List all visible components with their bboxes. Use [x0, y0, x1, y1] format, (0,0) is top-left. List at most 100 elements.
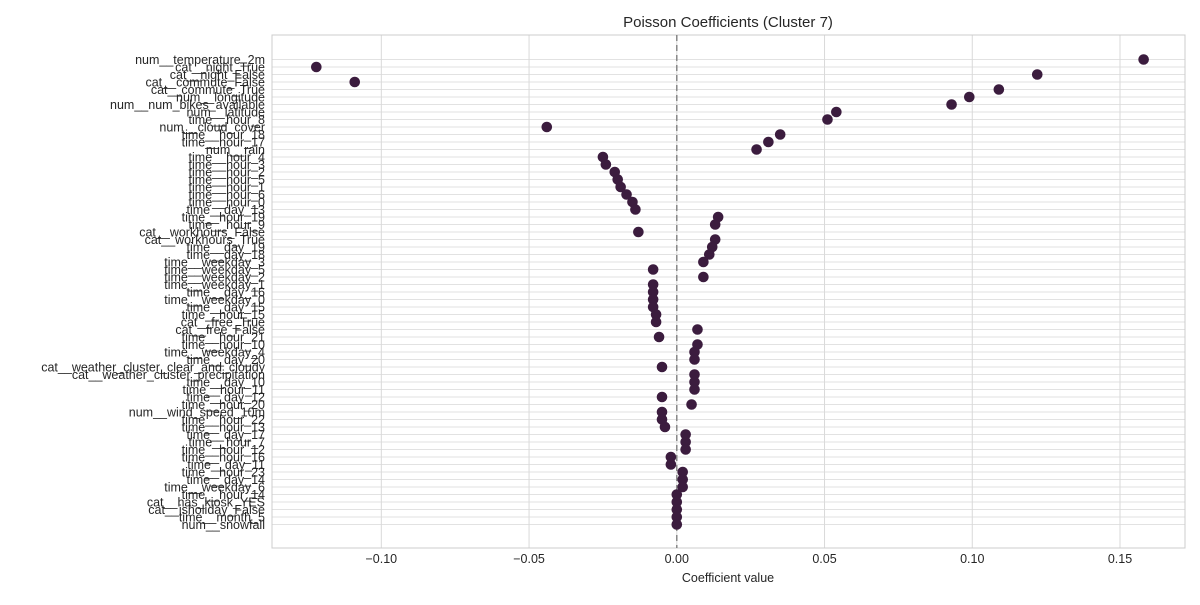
y-tick-label: time__hour_19 — [182, 211, 265, 225]
data-point — [656, 406, 668, 418]
data-point — [686, 399, 697, 410]
x-tick-label: 0.00 — [665, 552, 689, 566]
y-tick-label: time__hour_5 — [189, 173, 265, 187]
data-point — [680, 429, 691, 440]
plot-frame — [271, 34, 1186, 549]
y-tick-label: cat__commute_False — [145, 76, 265, 90]
data-point — [665, 451, 677, 463]
y-tick-label: cat__has_kiosk_YES — [147, 496, 265, 510]
y-tick-label: time__hour_13 — [182, 421, 265, 435]
y-tick-label: time__day_10 — [186, 376, 265, 390]
y-tick-label: time__weekday_1 — [164, 278, 265, 292]
y-tick-label: cat__weather_cluster_clear_and_cloudy — [41, 361, 266, 375]
data-point — [671, 489, 683, 500]
y-tick-label: time__hour_17 — [182, 136, 265, 150]
y-tick-label: time__day_17 — [186, 428, 265, 442]
data-point — [349, 76, 361, 88]
data-point — [1138, 54, 1149, 65]
y-tick-label: time__day_20 — [186, 353, 265, 367]
data-point — [677, 466, 689, 478]
data-point — [633, 226, 644, 238]
data-point — [751, 144, 762, 155]
y-tick-label: num__cloud_cover — [159, 121, 265, 135]
y-tick-label: num__wind_speed_10m — [129, 406, 265, 420]
y-tick-label: time__hour_12 — [182, 443, 265, 457]
y-tick-label: time__weekday_0 — [164, 293, 265, 307]
y-tick-label: time__hour_0 — [189, 196, 265, 210]
y-tick-label: time__weekday_5 — [164, 263, 265, 277]
data-point — [822, 114, 833, 125]
x-tick-label: −0.05 — [513, 552, 545, 566]
data-point — [671, 519, 683, 530]
category-labels: num__temperature_2mcat__night_Truecat__n… — [41, 53, 266, 532]
data-point — [311, 61, 322, 73]
data-point — [680, 436, 691, 448]
data-point — [647, 294, 659, 305]
data-point — [677, 481, 689, 493]
x-tick-label: 0.10 — [960, 552, 984, 566]
data-point — [689, 369, 700, 380]
data-point — [656, 361, 668, 373]
data-point — [692, 324, 703, 335]
data-point — [698, 271, 709, 283]
y-tick-label: time__hour_6 — [189, 188, 265, 202]
y-tick-label: time__hour_16 — [182, 451, 265, 465]
y-tick-label: time__day_16 — [186, 286, 265, 300]
data-point — [647, 286, 659, 298]
x-tick-label: −0.10 — [366, 552, 398, 566]
data-point — [993, 84, 1005, 95]
data-point — [671, 504, 683, 515]
data-point — [647, 264, 659, 275]
chart-title: Poisson Coefficients (Cluster 7) — [623, 14, 833, 31]
x-tick-label: 0.05 — [812, 552, 836, 566]
y-tick-label: time__day_13 — [186, 203, 265, 217]
y-tick-label: time__hour_4 — [189, 151, 265, 165]
y-tick-label: time__hour_18 — [182, 128, 265, 142]
data-point — [665, 459, 677, 470]
data-point — [680, 444, 691, 455]
y-tick-label: time__hour_10 — [182, 338, 265, 352]
x-axis-label: Coefficient value — [682, 571, 774, 585]
y-tick-label: time__weekday_6 — [164, 481, 265, 495]
y-tick-label: time__hour_9 — [189, 218, 265, 232]
y-tick-label: time__weekday_2 — [164, 271, 265, 285]
y-tick-label: time__hour_1 — [189, 181, 265, 195]
y-tick-label: cat__free_False — [175, 323, 265, 337]
data-point — [650, 316, 662, 328]
y-tick-label: time__weekday_4 — [164, 346, 265, 360]
y-tick-label: time__hour_11 — [183, 383, 266, 397]
data-point — [689, 384, 700, 395]
y-tick-label: num__latitude — [186, 106, 265, 120]
y-tick-label: num__rain — [206, 143, 265, 157]
y-tick-label: time__hour_14 — [182, 488, 265, 502]
data-point — [600, 159, 612, 170]
y-tick-label: num__longitude — [176, 91, 265, 105]
data-point — [656, 391, 668, 403]
data-point — [630, 204, 641, 215]
data-point — [703, 249, 715, 260]
y-tick-label: time__day_14 — [186, 473, 265, 487]
data-point — [763, 136, 774, 148]
y-tick-label: time__day_18 — [186, 248, 265, 262]
y-tick-label: time__month_5 — [179, 511, 265, 525]
data-point — [541, 121, 553, 133]
data-point — [677, 474, 689, 485]
y-tick-label: time__hour_15 — [182, 308, 265, 322]
y-tick-label: cat__night_False — [170, 68, 265, 82]
data-points — [311, 54, 1149, 530]
y-tick-label: cat__weather_cluster_precipitation — [72, 368, 265, 382]
y-tick-label: time__hour_20 — [182, 398, 265, 412]
y-tick-label: cat__workhours_False — [139, 226, 265, 240]
y-tick-label: time__hour_7 — [189, 436, 265, 450]
y-tick-label: num__temperature_2m — [135, 53, 265, 67]
y-tick-label: num__num_bikes_available — [110, 98, 265, 112]
y-tick-label: cat__isholiday_False — [148, 503, 265, 517]
data-point — [698, 256, 709, 268]
data-point — [621, 189, 632, 200]
data-point — [647, 279, 659, 290]
data-point — [650, 309, 662, 320]
data-point — [964, 91, 975, 103]
grid-layer — [272, 35, 1185, 548]
